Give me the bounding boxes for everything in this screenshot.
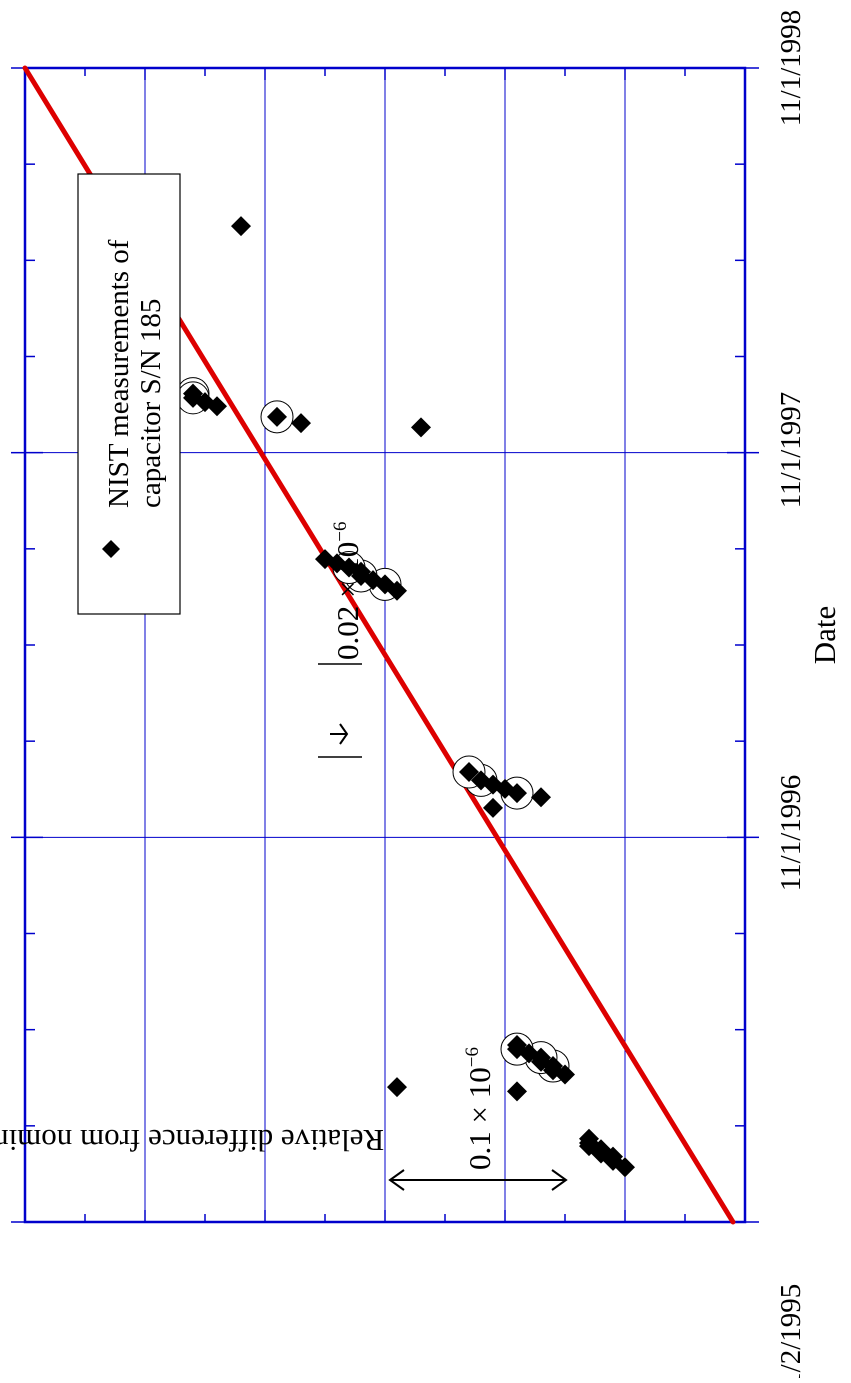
annotation-small: 0.02 × 10−6	[318, 522, 365, 758]
annotation-small-label: 0.02 × 10−6	[330, 522, 365, 660]
legend-label-line1: NIST measurements of	[103, 239, 135, 508]
data-point	[579, 1128, 599, 1149]
data-point	[231, 216, 251, 237]
legend: NIST measurements of capacitor S/N 185	[77, 173, 181, 615]
legend-box	[77, 173, 181, 615]
data-points-layer	[87, 191, 635, 1178]
data-point	[483, 797, 503, 818]
x-axis-title: Date	[807, 606, 842, 665]
legend-label-line2: capacitor S/N 185	[135, 299, 167, 508]
x-tick-label-1998: 11/1/1998	[775, 10, 807, 127]
data-point	[507, 1034, 527, 1055]
data-point	[315, 549, 335, 570]
legend-marker-icon	[102, 540, 120, 558]
data-point	[291, 413, 311, 434]
data-point	[387, 1077, 407, 1098]
x-tick-label-1996: 11/1/1996	[775, 775, 807, 892]
data-point	[411, 417, 431, 438]
annotation-large: 0.1 × 10−6	[388, 1047, 568, 1191]
x-tick-label-1995: 11/2/1995	[775, 1284, 807, 1378]
data-point	[531, 787, 551, 808]
axis-ticks	[11, 67, 759, 1223]
x-tick-labels: 11/2/1995 11/1/1996 11/1/1997 11/1/1998	[775, 10, 807, 1383]
data-point	[183, 383, 203, 404]
annotation-large-label: 0.1 × 10−6	[462, 1047, 497, 1170]
x-tick-label-1997: 11/1/1997	[775, 392, 807, 509]
data-point	[267, 406, 287, 427]
data-point	[507, 1081, 527, 1102]
y-axis-title: Relative difference from nominal value	[0, 1123, 384, 1158]
data-point	[471, 770, 491, 791]
data-point	[459, 761, 479, 782]
